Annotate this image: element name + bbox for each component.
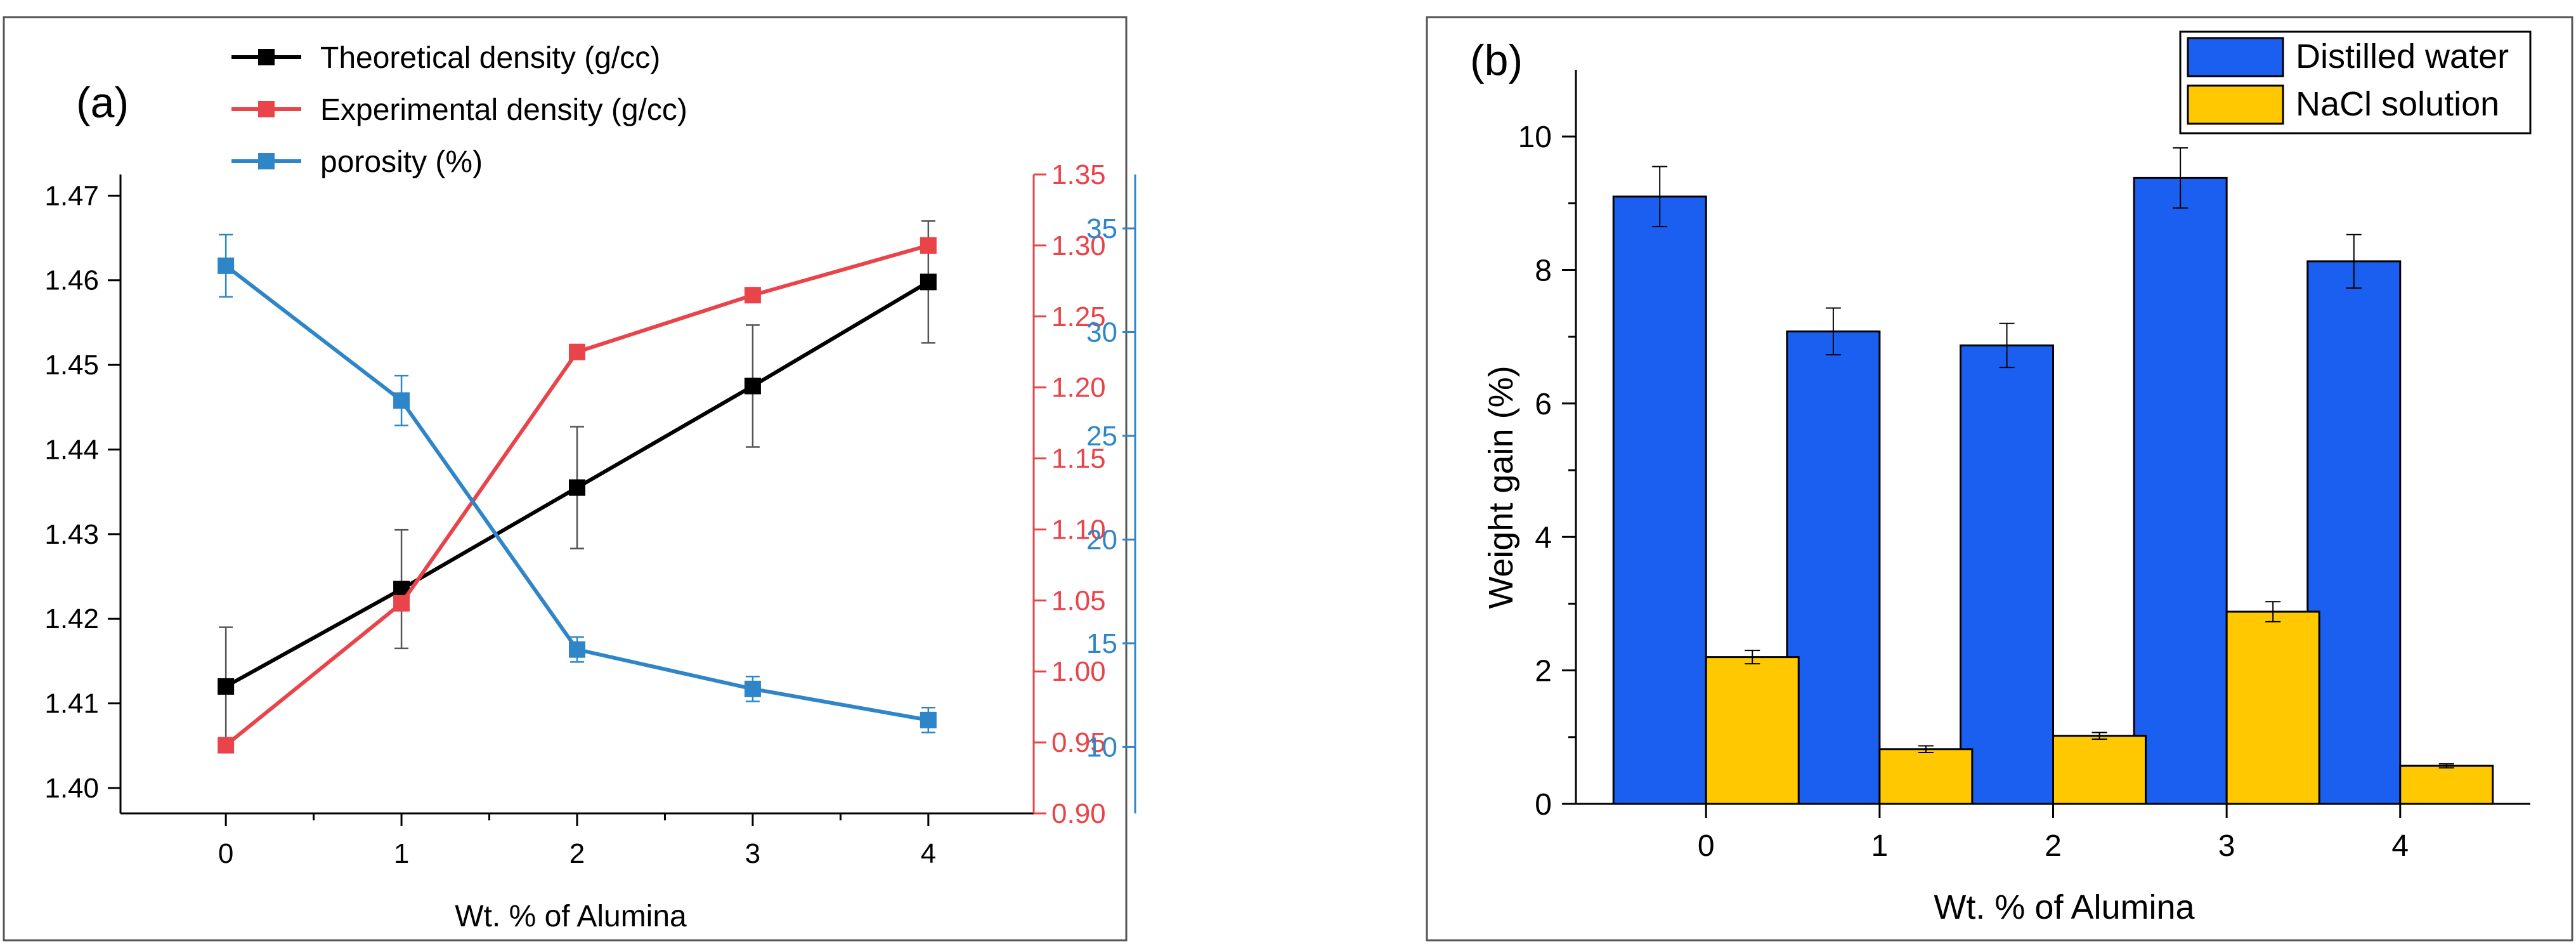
bar [1786,330,1881,805]
y-tick-label: 10 [1518,121,1552,154]
legend-swatch [2187,37,2284,77]
left-y-tick-label: 1.41 [44,688,99,719]
legend-label: Experimental density (g/cc) [320,93,687,127]
data-point-marker [569,343,585,360]
right-density-y-tick-label: 1.10 [1051,514,1106,545]
data-point-marker [218,678,235,695]
panel-b-label: (b) [1470,36,1523,84]
panel-a-x-axis-title: Wt. % of Alumina [455,900,687,933]
x-tick-label: 1 [394,838,409,869]
panel-b-x-axis-title: Wt. % of Alumina [1934,888,2195,926]
right-density-y-tick-label: 1.20 [1051,372,1106,404]
bar [2399,765,2494,805]
legend-label: NaCl solution [2296,85,2499,123]
left-y-tick-label: 1.45 [44,350,99,381]
y-tick-label: 4 [1535,521,1552,555]
y-tick-label: 8 [1535,254,1552,288]
legend-label: Distilled water [2296,37,2509,76]
data-point-marker [569,479,585,496]
data-point-marker [920,273,937,291]
legend-swatch [2187,84,2284,125]
bar [2133,176,2228,805]
data-point-marker [218,257,235,274]
left-y-tick-label: 1.46 [44,265,99,296]
data-point-marker [744,287,761,304]
x-tick-label: 2 [2045,829,2062,863]
panel-b-y-axis-title: Weight gain (%) [1482,365,1520,608]
left-y-tick-label: 1.43 [44,519,99,550]
data-point-marker [393,392,410,409]
right-density-y-tick-label: 1.30 [1051,230,1106,261]
data-point-marker [218,737,235,754]
right-porosity-y-tick-label: 20 [1086,524,1117,555]
data-point-marker [920,711,937,728]
panel-b: (b) 0 2 4 6 8 10 0 1 2 3 4 Distilled water NaCl sol… [1470,30,2532,926]
right-porosity-y-tick-label: 35 [1086,213,1117,244]
data-point-marker [744,680,761,697]
left-y-tick-label: 1.47 [44,180,99,211]
right-porosity-y-tick-label: 15 [1086,628,1117,659]
x-tick-label: 3 [2218,829,2235,863]
x-tick-label: 0 [1698,829,1715,863]
bar [2225,610,2320,805]
bar [1705,656,1800,805]
y-tick-label: 2 [1535,655,1552,688]
right-porosity-y-tick-label: 25 [1086,421,1117,452]
y-tick-label: 0 [1535,788,1552,822]
right-density-y-tick-label: 1.35 [1051,159,1106,190]
legend-label: porosity (%) [320,145,483,179]
bar [2052,735,2147,805]
bar [2306,260,2402,805]
legend-label: Theoretical density (g/cc) [320,41,660,75]
bar [1878,748,1974,805]
data-point-marker [920,237,937,254]
right-density-y-tick-label: 1.15 [1051,443,1106,475]
right-density-y-tick-label: 1.25 [1051,301,1106,332]
left-y-tick-label: 1.42 [44,603,99,634]
x-tick-label: 4 [921,838,936,869]
legend-marker [258,49,275,65]
data-point-marker [393,595,410,612]
right-density-y-tick-label: 1.00 [1051,656,1106,687]
data-point-marker [744,378,761,395]
x-tick-label: 2 [569,838,585,869]
left-y-tick-label: 1.44 [44,434,99,465]
legend-marker [258,101,275,117]
x-tick-label: 4 [2391,829,2409,863]
legend-marker [258,153,275,169]
right-porosity-y-tick-label: 10 [1086,732,1117,763]
x-tick-label: 1 [1871,829,1889,863]
panel-a: (a) 0 1 2 3 4 1.40 1.41 1.42 1.43 1.44 1.45 1.46 1.4… [44,41,1136,933]
bar [1960,344,2054,805]
right-density-y-tick-label: 0.95 [1051,727,1106,758]
right-density-y-tick-label: 0.90 [1051,798,1106,829]
left-y-tick-label: 1.40 [44,773,99,804]
data-point-marker [569,641,585,658]
y-tick-label: 6 [1535,388,1552,421]
panel-a-label: (a) [76,79,129,127]
x-tick-label: 3 [745,838,760,869]
x-tick-label: 0 [218,838,233,869]
bar [1612,195,1707,805]
right-density-y-tick-label: 1.05 [1051,585,1106,616]
panel-a-frame [3,16,1128,942]
panel-b-frame [1426,16,2573,942]
right-porosity-y-tick-label: 30 [1086,317,1117,348]
